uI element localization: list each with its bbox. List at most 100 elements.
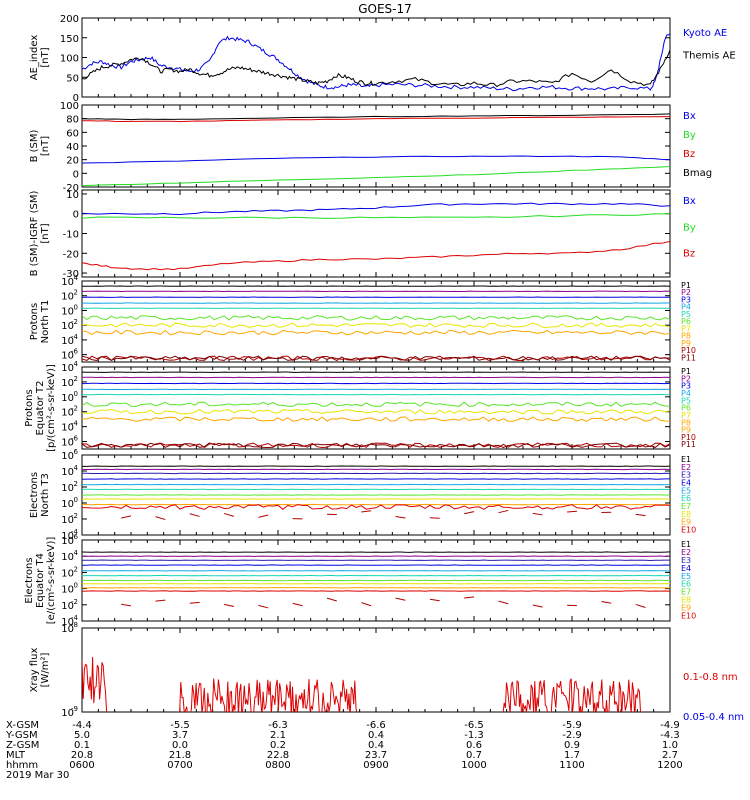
- series-line-bx: [82, 202, 670, 216]
- legend-p11: P11: [681, 440, 696, 449]
- legend-p3: P3: [681, 295, 691, 304]
- table-cell: 0900: [363, 760, 388, 771]
- table-cell: 3.7: [172, 730, 188, 741]
- table-cell: 0.0: [172, 740, 188, 751]
- sparse-segment: [601, 600, 612, 604]
- table-cell: 0.1: [74, 740, 90, 751]
- sparse-segment: [498, 509, 509, 514]
- sparse-segment: [635, 603, 646, 608]
- series-line-bz: [82, 240, 670, 271]
- legend-p3: P3: [681, 382, 691, 391]
- y-tick-label: 10: [61, 515, 74, 526]
- legend-p4: P4: [681, 303, 691, 312]
- y-tick-label: -30: [63, 269, 79, 280]
- legend-e3: E3: [681, 471, 691, 480]
- table-cell: 21.8: [169, 750, 191, 761]
- series-line-p6: [82, 401, 670, 408]
- legend-0: 0.1-0.8 nm: [683, 672, 738, 683]
- y-tick-label: 10: [61, 321, 74, 332]
- table-cell: -6.6: [366, 720, 386, 731]
- y-axis-label: [nT]: [40, 47, 51, 67]
- legend-p5: P5: [681, 310, 691, 319]
- table-cell: -4.4: [72, 720, 92, 731]
- legend-p4: P4: [681, 389, 691, 398]
- y-tick-exponent: 2: [74, 565, 78, 573]
- y-tick-label: 10: [61, 351, 74, 362]
- y-tick-exponent: 2: [74, 289, 78, 297]
- y-tick-exponent: -4: [71, 420, 79, 428]
- series-group: [82, 202, 670, 271]
- y-tick-exponent: 4: [74, 274, 79, 282]
- table-cell: 2.1: [270, 730, 286, 741]
- table-cell: 0.4: [368, 740, 384, 751]
- y-axis-label: Equator T2: [35, 381, 46, 436]
- table-date: 2019 Mar 30: [6, 770, 69, 781]
- legend-bmag: Bmag: [683, 168, 712, 179]
- y-tick-label: 10: [61, 499, 74, 510]
- sparse-segment: [669, 604, 670, 606]
- y-tick-label: 10: [61, 451, 74, 462]
- legend-e3: E3: [681, 556, 691, 565]
- y-tick-label: 20: [66, 156, 79, 167]
- panel-bigrf: -30 -20 -10 0 10 B (SM)-IGRF (SM) [nT] Bx By Bz: [29, 189, 696, 280]
- y-tick-label: 40: [66, 142, 79, 153]
- y-axis-label: Equator T4: [35, 553, 46, 608]
- legend-p8: P8: [681, 418, 691, 427]
- legend-e4: E4: [681, 479, 691, 488]
- y-tick-exponent: -4: [71, 333, 79, 341]
- series-line-e3: [82, 559, 670, 562]
- series-line-p8: [82, 416, 670, 422]
- legend-p6: P6: [681, 404, 691, 413]
- table-cell: -6.3: [268, 720, 288, 731]
- legend-p11: P11: [681, 353, 696, 362]
- legend-p5: P5: [681, 396, 691, 405]
- sparse-segment: [395, 597, 406, 601]
- legend-e1: E1: [681, 540, 691, 549]
- y-axis-label: North T1: [40, 300, 51, 344]
- panel-ae: 0 50 100 150 200 AE_index [nT] Kyoto AE Themis A…: [29, 14, 736, 104]
- legend-e5: E5: [681, 572, 691, 581]
- series-line-p7: [82, 322, 670, 328]
- sparse-segment: [121, 515, 132, 519]
- y-tick-exponent: 0: [74, 303, 78, 311]
- y-tick-label: 10: [66, 190, 79, 201]
- table-row-label: hhmm: [6, 760, 38, 771]
- legend-bz: Bz: [683, 149, 695, 160]
- sparse-segment: [532, 604, 543, 608]
- series-line-themis-ae: [82, 49, 670, 88]
- y-tick-label: 10: [61, 423, 74, 434]
- legend-e10: E10: [681, 611, 696, 620]
- y-tick-exponent: -8: [71, 621, 78, 629]
- y-tick-label: 10: [61, 531, 74, 542]
- y-axis-label: Xray flux: [29, 648, 40, 693]
- y-tick-label: 10: [61, 363, 74, 374]
- y-tick-exponent: 4: [74, 549, 79, 557]
- sparse-segment: [464, 596, 475, 599]
- y-axis-label: [nT]: [40, 136, 51, 156]
- y-tick-label: 10: [61, 624, 74, 635]
- legend-by: By: [683, 130, 696, 141]
- y-tick-label: 10: [61, 708, 74, 719]
- y-tick-label: 0: [73, 210, 79, 221]
- table-cell: -4.3: [660, 730, 680, 741]
- table-cell: 2.7: [662, 750, 678, 761]
- y-tick-label: 80: [66, 115, 79, 126]
- legend-e2: E2: [681, 548, 691, 557]
- series-group: [82, 371, 670, 449]
- table-cell: -4.9: [660, 720, 680, 731]
- sparse-segment: [429, 517, 440, 519]
- series-line-by: [82, 166, 670, 187]
- sparse-segment: [326, 597, 337, 602]
- legend-e6: E6: [681, 494, 691, 503]
- sparse-segment: [464, 511, 475, 515]
- figure-title: GOES-17: [358, 2, 412, 16]
- table-cell: 0.6: [466, 740, 482, 751]
- series-line-xray-long: [82, 656, 642, 712]
- y-axis-label: AE_index: [29, 35, 40, 81]
- table-row-label: MLT: [6, 750, 26, 761]
- legend-bx: Bx: [683, 111, 696, 122]
- legend-e8: E8: [681, 510, 691, 519]
